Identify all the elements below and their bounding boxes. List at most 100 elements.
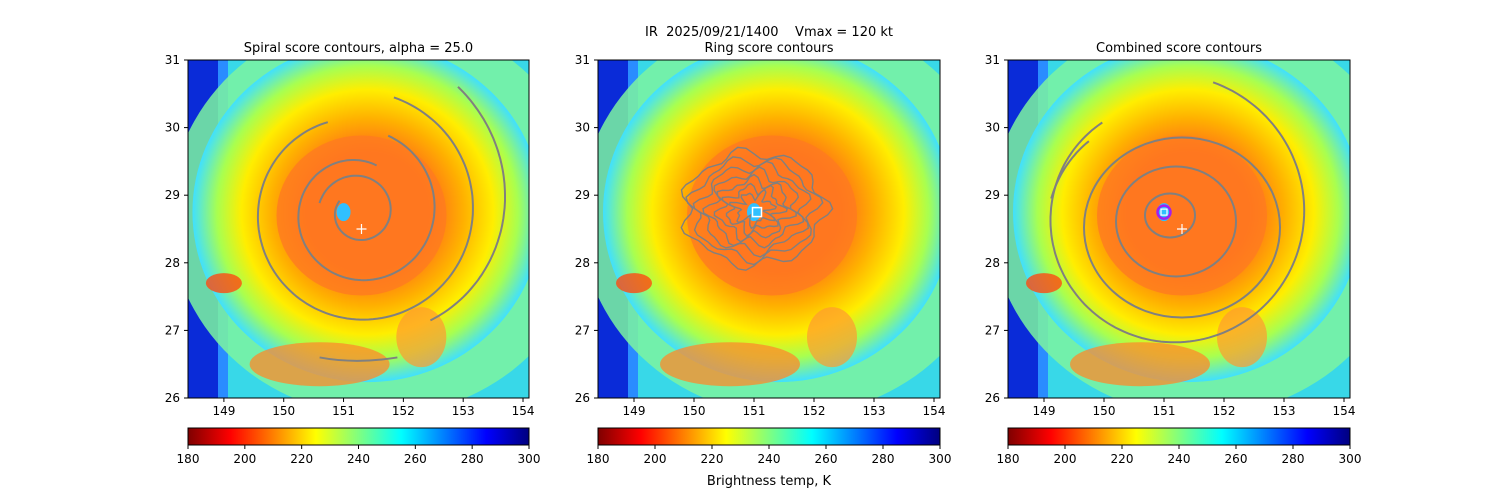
y-tick-label: 31 [985,53,1000,67]
rainband-south [660,342,800,387]
ring-center-marker [751,206,763,218]
colorbar-tick-label: 260 [404,452,427,466]
panel-title: Ring score contours [704,41,833,56]
colorbar-tick-label: 240 [758,452,781,466]
contours [680,146,834,271]
contours [256,86,506,362]
x-tick-label: 149 [1033,404,1056,418]
rainband-south [1070,342,1210,387]
y-tick-label: 27 [575,323,590,337]
x-tick-label: 149 [623,404,646,418]
cell-west [1026,273,1062,294]
colorbar-tick-label: 280 [461,452,484,466]
cell-southeast [1217,307,1267,368]
colorbar-tick-label: 280 [1282,452,1305,466]
y-tick-label: 26 [165,391,180,405]
ring-contour [728,188,778,230]
colorbar-tick-label: 220 [701,452,724,466]
ir-image [188,60,529,398]
x-tick-label: 151 [1153,404,1176,418]
x-tick-label: 153 [863,404,886,418]
colorbar: 180 200 220 240 260 280 300 [587,427,952,466]
spiral-contour-4 [429,86,506,322]
combined-center-square [1160,208,1168,216]
colorbar-tick-label: 200 [644,452,667,466]
colorbar-bar [187,427,530,446]
spiral-contour-1 [318,174,392,241]
x-tick-label: 150 [683,404,706,418]
combined-contour-2 [1115,165,1237,278]
spiral-contour-5 [319,356,398,362]
panel-title: Combined score contours [1096,41,1262,56]
colorbar-tick-label: 180 [177,452,200,466]
colorbar: 180 200 220 240 260 280 300 [177,427,541,466]
axes-frame [1007,59,1351,399]
colorbar-tick-label: 180 [587,452,610,466]
eye [336,203,351,222]
y-tick-label: 30 [575,121,590,135]
y-tick-label: 26 [575,391,590,405]
y-tick-label: 29 [575,188,590,202]
x-tick-label: 149 [212,404,235,418]
colorbar-label: Brightness temp, K [707,474,832,489]
colorbar-tick-label: 240 [1168,452,1191,466]
ir-image [598,60,940,398]
colorbar-tick-label: 220 [290,452,313,466]
figure-suptitle: IR 2025/09/21/1400 Vmax = 120 kt [645,25,893,40]
colorbar-tick-label: 260 [1225,452,1248,466]
x-tick-label: 152 [392,404,415,418]
panel-2: Ring score contours 149 150 151 152 153 154 26 2… [575,41,952,466]
y-tick-label: 31 [165,53,180,67]
y-tick-label: 29 [165,188,180,202]
colorbar-tick-label: 220 [1111,452,1134,466]
panels: Spiral score contours, alpha = 25.0 149 15… [165,41,1362,466]
x-tick-label: 151 [743,404,766,418]
x-tick-label: 153 [1273,404,1296,418]
ring-contour [685,156,824,266]
colorbar-tick-label: 180 [997,452,1020,466]
y-tick-label: 28 [985,256,1000,270]
y-tick-label: 29 [985,188,1000,202]
cell-west [205,273,242,294]
combined-center-marker [1156,204,1172,220]
panel-title: Spiral score contours, alpha = 25.0 [244,41,473,56]
y-tick-label: 27 [165,323,180,337]
colorbar-tick-label: 260 [815,452,838,466]
x-tick-label: 154 [1333,404,1356,418]
cell-west [616,273,652,294]
ring-contour [680,146,834,271]
combined-contour-3 [1083,136,1281,319]
storm-center-marker [356,224,367,234]
combined-contour-4 [1049,81,1306,344]
colorbar: 180 200 220 240 260 280 300 [997,427,1361,466]
storm-center-marker [1177,224,1187,234]
ring-contour [702,166,805,249]
y-tick-label: 27 [985,323,1000,337]
colorbar-tick-label: 300 [929,452,952,466]
cell-southeast [807,307,857,368]
x-tick-label: 150 [1093,404,1116,418]
colorbar-tick-label: 300 [518,452,541,466]
combined-contour-5 [1050,140,1090,199]
x-tick-label: 153 [452,404,475,418]
colorbar-tick-label: 240 [347,452,370,466]
colorbar-tick-label: 280 [872,452,895,466]
eye [747,203,761,222]
colorbar-tick-label: 200 [1054,452,1077,466]
contours [1049,81,1306,344]
rainband-south [249,342,390,387]
y-tick-label: 30 [985,121,1000,135]
axes-frame [187,59,530,399]
axes-frame [597,59,941,399]
x-tick-label: 150 [272,404,295,418]
colorbar-bar [1007,427,1351,446]
panel-3: Combined score contours 149 150 151 152 153 15… [985,41,1362,466]
colorbar-tick-label: 200 [233,452,256,466]
x-tick-label: 154 [923,404,946,418]
y-tick-label: 28 [165,256,180,270]
y-tick-label: 26 [985,391,1000,405]
panel-1: Spiral score contours, alpha = 25.0 149 15… [165,41,541,466]
combined-contour-1 [1144,192,1196,239]
y-tick-label: 28 [575,256,590,270]
